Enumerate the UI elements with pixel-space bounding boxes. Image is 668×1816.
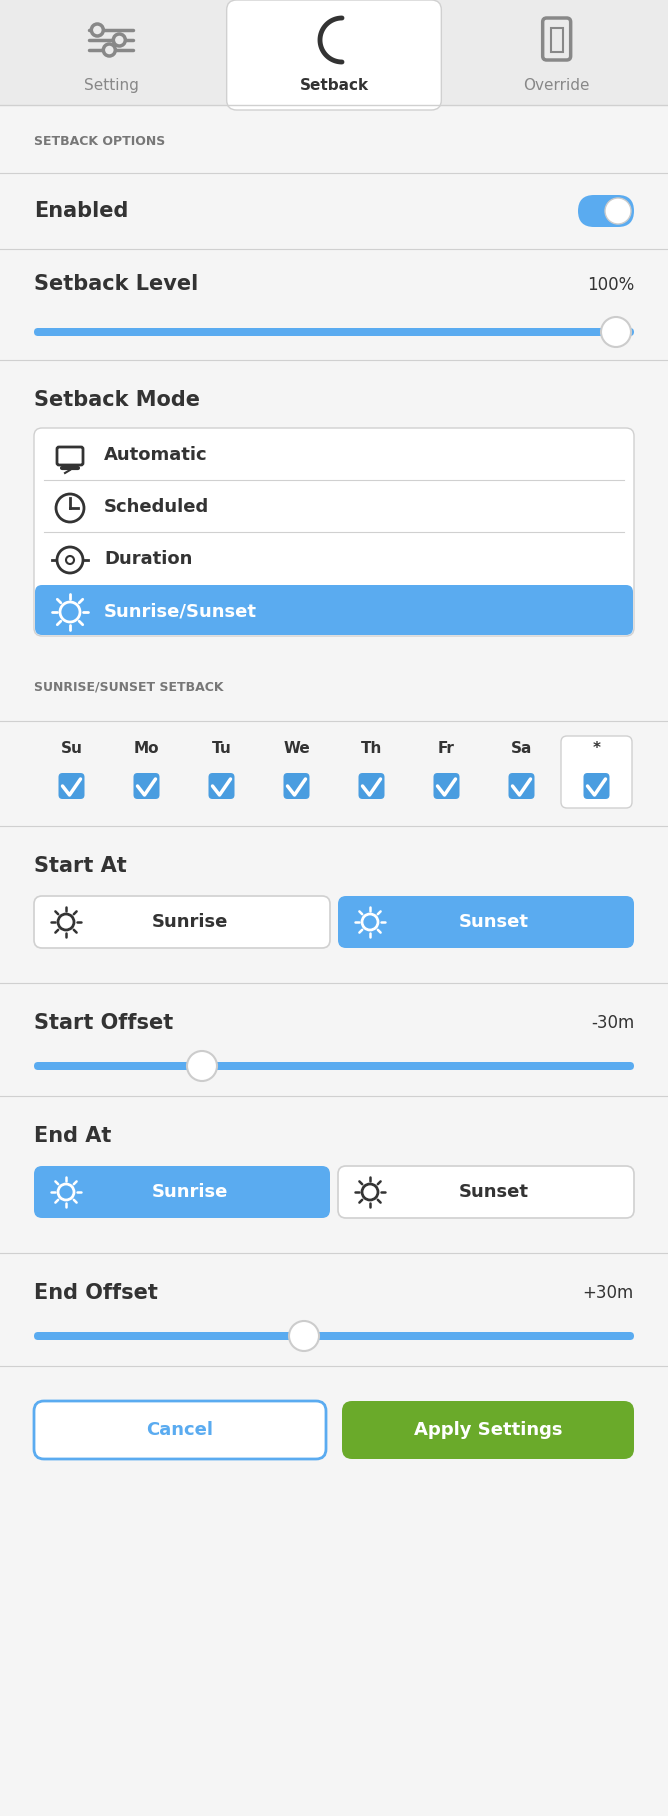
Text: Sunrise: Sunrise bbox=[152, 1182, 228, 1200]
Text: Mo: Mo bbox=[134, 741, 159, 755]
FancyBboxPatch shape bbox=[342, 1400, 634, 1458]
FancyBboxPatch shape bbox=[34, 1400, 326, 1458]
Text: Setback: Setback bbox=[299, 78, 369, 93]
FancyBboxPatch shape bbox=[34, 1331, 634, 1340]
Text: End Offset: End Offset bbox=[34, 1282, 158, 1304]
Text: Sa: Sa bbox=[511, 741, 532, 755]
FancyBboxPatch shape bbox=[283, 774, 309, 799]
Bar bbox=[0, 0, 668, 105]
FancyBboxPatch shape bbox=[134, 774, 160, 799]
FancyBboxPatch shape bbox=[338, 895, 634, 948]
Text: SUNRISE/SUNSET SETBACK: SUNRISE/SUNSET SETBACK bbox=[34, 681, 224, 694]
Bar bbox=[550, 25, 564, 56]
Text: Sunset: Sunset bbox=[459, 1182, 529, 1200]
Text: Start At: Start At bbox=[34, 855, 127, 875]
Text: Duration: Duration bbox=[104, 550, 192, 568]
Text: Override: Override bbox=[524, 78, 590, 93]
Text: Setback Level: Setback Level bbox=[34, 274, 198, 294]
Text: Apply Settings: Apply Settings bbox=[413, 1420, 562, 1438]
Circle shape bbox=[187, 1051, 217, 1081]
Text: Start Offset: Start Offset bbox=[34, 1013, 173, 1033]
Circle shape bbox=[92, 24, 104, 36]
Text: 100%: 100% bbox=[587, 276, 634, 294]
Bar bbox=[550, 27, 562, 53]
Text: We: We bbox=[283, 741, 310, 755]
FancyBboxPatch shape bbox=[34, 1166, 330, 1219]
Circle shape bbox=[289, 1320, 319, 1351]
Circle shape bbox=[104, 44, 116, 56]
Text: Setback Mode: Setback Mode bbox=[34, 390, 200, 410]
Text: SETBACK OPTIONS: SETBACK OPTIONS bbox=[34, 134, 165, 147]
FancyBboxPatch shape bbox=[208, 774, 234, 799]
Text: Sunrise/Sunset: Sunrise/Sunset bbox=[104, 601, 257, 619]
Text: Sunset: Sunset bbox=[459, 913, 529, 932]
FancyBboxPatch shape bbox=[561, 735, 632, 808]
FancyBboxPatch shape bbox=[508, 774, 534, 799]
FancyBboxPatch shape bbox=[59, 774, 84, 799]
FancyBboxPatch shape bbox=[359, 774, 385, 799]
FancyBboxPatch shape bbox=[34, 429, 634, 636]
Text: Fr: Fr bbox=[438, 741, 455, 755]
FancyBboxPatch shape bbox=[434, 774, 460, 799]
FancyBboxPatch shape bbox=[584, 774, 609, 799]
Circle shape bbox=[601, 318, 631, 347]
Text: Automatic: Automatic bbox=[104, 447, 208, 465]
Circle shape bbox=[114, 35, 126, 45]
Text: Th: Th bbox=[361, 741, 382, 755]
FancyBboxPatch shape bbox=[578, 194, 634, 227]
Text: -30m: -30m bbox=[591, 1013, 634, 1031]
Text: Tu: Tu bbox=[212, 741, 231, 755]
FancyBboxPatch shape bbox=[34, 329, 634, 336]
FancyBboxPatch shape bbox=[34, 895, 330, 948]
Text: End At: End At bbox=[34, 1126, 112, 1146]
Text: Enabled: Enabled bbox=[34, 202, 128, 222]
Text: +30m: +30m bbox=[582, 1284, 634, 1302]
Text: Su: Su bbox=[61, 741, 82, 755]
FancyBboxPatch shape bbox=[338, 1166, 634, 1219]
Text: Cancel: Cancel bbox=[146, 1420, 214, 1438]
FancyBboxPatch shape bbox=[226, 0, 442, 111]
FancyBboxPatch shape bbox=[34, 1062, 634, 1070]
Text: Scheduled: Scheduled bbox=[104, 498, 209, 516]
Text: Setting: Setting bbox=[84, 78, 139, 93]
Text: Sunrise: Sunrise bbox=[152, 913, 228, 932]
FancyBboxPatch shape bbox=[35, 585, 633, 636]
Circle shape bbox=[605, 198, 631, 223]
Text: *: * bbox=[593, 741, 601, 755]
